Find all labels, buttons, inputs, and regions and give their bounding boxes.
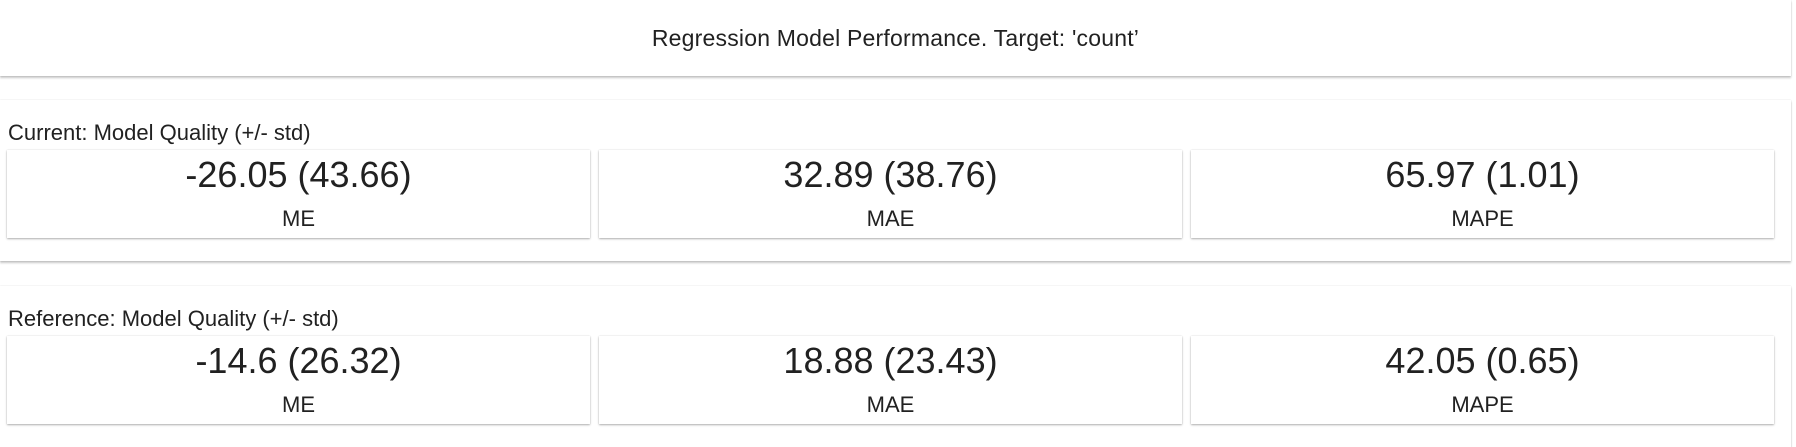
reference-me-value: -14.6 (26.32) xyxy=(195,340,402,381)
current-mape-label: MAPE xyxy=(1451,206,1514,231)
current-mae-label: MAE xyxy=(866,206,915,231)
current-section-label: Current: Model Quality (+/- std) xyxy=(8,120,311,145)
current-me-value: -26.05 (43.66) xyxy=(185,154,412,195)
current-quality-section: Current: Model Quality (+/- std) -26.05 … xyxy=(0,100,1791,261)
report-title-card: Regression Model Performance. Target: 'c… xyxy=(0,0,1791,76)
reference-me-label: ME xyxy=(282,392,315,417)
reference-mae-label: MAE xyxy=(866,392,915,417)
report-title: Regression Model Performance. Target: 'c… xyxy=(651,24,1140,51)
current-mape-card: 65.97 (1.01) MAPE xyxy=(1191,150,1774,238)
current-mape-value: 65.97 (1.01) xyxy=(1385,154,1580,195)
reference-me-card: -14.6 (26.32) ME xyxy=(7,336,590,424)
reference-mae-card: 18.88 (23.43) MAE xyxy=(599,336,1182,424)
current-mae-value: 32.89 (38.76) xyxy=(783,154,998,195)
current-me-card: -26.05 (43.66) ME xyxy=(7,150,590,238)
reference-mape-value: 42.05 (0.65) xyxy=(1385,340,1580,381)
reference-quality-section: Reference: Model Quality (+/- std) -14.6… xyxy=(0,286,1791,447)
reference-section-label: Reference: Model Quality (+/- std) xyxy=(8,306,339,331)
current-me-label: ME xyxy=(282,206,315,231)
current-mae-card: 32.89 (38.76) MAE xyxy=(599,150,1182,238)
reference-mape-label: MAPE xyxy=(1451,392,1514,417)
reference-mae-value: 18.88 (23.43) xyxy=(783,340,998,381)
reference-mape-card: 42.05 (0.65) MAPE xyxy=(1191,336,1774,424)
